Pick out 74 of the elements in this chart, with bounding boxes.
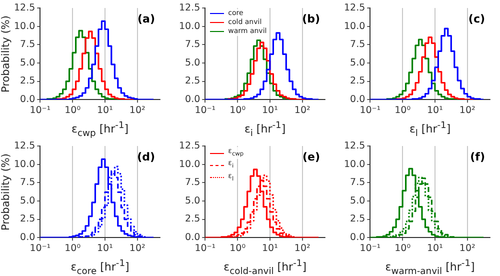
y-tick-label: 5.0 [185,195,200,206]
y-tick-label: 10.0 [14,20,36,32]
y-tick-label: 12.5 [14,140,36,152]
x-tick-label: 10⁻¹ [30,104,51,116]
y-tick-label: 0.0 [20,232,36,244]
x-tick-label: 10⁰ [230,104,246,116]
y-tick-label: 0.0 [350,94,366,106]
x-tick-label: 10¹ [262,104,278,116]
annotation: (a) [138,12,155,26]
x-tick-label: 10² [129,242,146,254]
y-tick-label: 0.0 [20,94,36,106]
x-tick-label: 10¹ [97,242,114,254]
y-tick-label: 10.0 [344,158,366,170]
y-tick-label: 12.5 [178,140,200,152]
x-tick-label: 10² [294,104,310,116]
y-tick-label: 2.5 [20,76,36,87]
x-tick-label: 10⁰ [394,242,411,254]
x-tick-label: 10¹ [427,242,444,254]
y-tick-label: 7.5 [350,177,366,188]
y-tick-label: 7.5 [185,39,200,50]
x-tick-label: 10⁻¹ [194,242,216,254]
x-axis-title: ε$_{cold-anvil}$ [hr$^{-1}$] [222,257,308,276]
x-tick-label: 10¹ [97,104,114,116]
y-tick-label: 0.0 [185,232,200,244]
x-tick-label: 10² [459,104,476,116]
y-tick-label: 10.0 [178,158,200,170]
y-tick-label: 2.5 [185,76,200,87]
x-axis-title: ε$_{i}$ [hr$^{-1}$] [243,119,287,141]
x-tick-label: 10⁻¹ [360,242,381,254]
y-axis-title: Probability (%) [0,153,12,230]
y-tick-label: 7.5 [20,39,36,50]
y-tick-label: 5.0 [20,195,36,206]
y-tick-label: 2.5 [350,214,366,225]
y-tick-label: 2.5 [185,214,200,225]
x-tick-label: 10⁰ [230,242,246,254]
y-tick-label: 0.0 [185,94,200,106]
annotation: (d) [137,150,155,164]
y-tick-label: 5.0 [350,195,366,206]
annotation: (b) [302,12,320,26]
x-tick-label: 10⁰ [394,104,411,116]
x-axis-title: ε$_{core}$ [hr$^{-1}$] [70,257,130,276]
x-axis-title: ε$_{cwp}$ [hr$^{-1}$] [70,119,130,141]
x-tick-label: 10⁻¹ [30,242,51,254]
annotation: (f) [470,150,485,164]
y-tick-label: 7.5 [185,177,200,188]
annotation: (e) [302,150,320,164]
y-tick-label: 7.5 [350,39,366,50]
x-axis-title: ε$_{l}$ [hr$^{-1}$] [408,119,452,141]
y-tick-label: 10.0 [14,158,36,170]
y-tick-label: 12.5 [178,2,200,14]
y-tick-label: 12.5 [344,2,366,14]
x-tick-label: 10² [459,242,476,254]
y-tick-label: 10.0 [344,20,366,32]
y-tick-label: 12.5 [344,140,366,152]
y-axis-title: Probability (%) [0,15,12,92]
y-tick-label: 5.0 [20,57,36,68]
y-tick-label: 5.0 [350,57,366,68]
y-tick-label: 10.0 [178,20,200,32]
y-tick-label: 7.5 [20,177,36,188]
x-tick-label: 10⁻¹ [194,104,216,116]
x-tick-label: 10² [294,242,310,254]
y-tick-label: 5.0 [185,57,200,68]
x-tick-label: 10¹ [262,242,278,254]
y-tick-label: 2.5 [350,76,366,87]
x-tick-label: 10⁻¹ [360,104,381,116]
y-tick-label: 0.0 [350,232,366,244]
y-tick-label: 12.5 [14,2,36,14]
annotation: (c) [468,12,485,26]
x-tick-label: 10⁰ [64,104,81,116]
y-tick-label: 2.5 [20,214,36,225]
x-tick-label: 10² [129,104,146,116]
x-tick-label: 10⁰ [64,242,81,254]
x-axis-title: ε$_{warm-anvil}$ [hr$^{-1}$] [384,257,476,276]
x-tick-label: 10¹ [427,104,444,116]
